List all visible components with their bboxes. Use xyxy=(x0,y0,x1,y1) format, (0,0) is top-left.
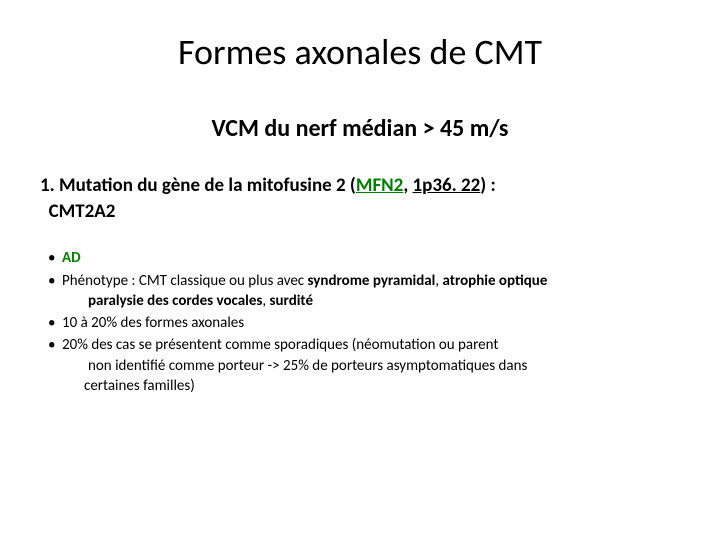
heading-sep: , xyxy=(403,174,412,197)
section-heading: 1. Mutation du gène de la mitofusine 2 (… xyxy=(40,173,680,224)
bullet-bold: paralysie des cordes vocales xyxy=(88,292,262,310)
list-item: AD xyxy=(48,248,680,268)
bullet-indent: paralysie des cordes vocales, surdité xyxy=(62,291,680,311)
heading-locus: 1p36. 22 xyxy=(413,174,481,197)
bullet-list: AD Phénotype : CMT classique ou plus ave… xyxy=(40,248,680,396)
bullet-text: 10 à 20% des formes axonales xyxy=(62,314,244,332)
list-item: 10 à 20% des formes axonales xyxy=(48,313,680,333)
bullet-indent: non identifié comme porteur -> 25% de po… xyxy=(62,356,680,376)
bullet-text: 20% des cas se présentent comme sporadiq… xyxy=(62,336,498,354)
bullet-bold: atrophie optique xyxy=(443,272,548,290)
slide-subtitle: VCM du nerf médian > 45 m/s xyxy=(40,114,680,143)
list-item: 20% des cas se présentent comme sporadiq… xyxy=(48,335,680,396)
bullet-text: , xyxy=(262,292,269,310)
bullet-bold: syndrome pyramidal xyxy=(308,272,436,290)
bullet-text: , xyxy=(435,272,442,290)
heading-after: ) : xyxy=(480,174,495,197)
bullet-bold: surdité xyxy=(270,292,313,310)
bullet-indent: certaines familles) xyxy=(62,376,680,396)
heading-line2: CMT2A2 xyxy=(49,200,116,223)
list-item: Phénotype : CMT classique ou plus avec s… xyxy=(48,271,680,312)
bullet-text: Phénotype : CMT classique ou plus avec xyxy=(62,272,308,290)
slide-title: Formes axonales de CMT xyxy=(40,30,680,74)
bullet-ad: AD xyxy=(62,249,81,267)
heading-prefix: 1. Mutation du gène de la mitofusine 2 ( xyxy=(40,174,356,197)
heading-gene: MFN2 xyxy=(356,174,403,197)
